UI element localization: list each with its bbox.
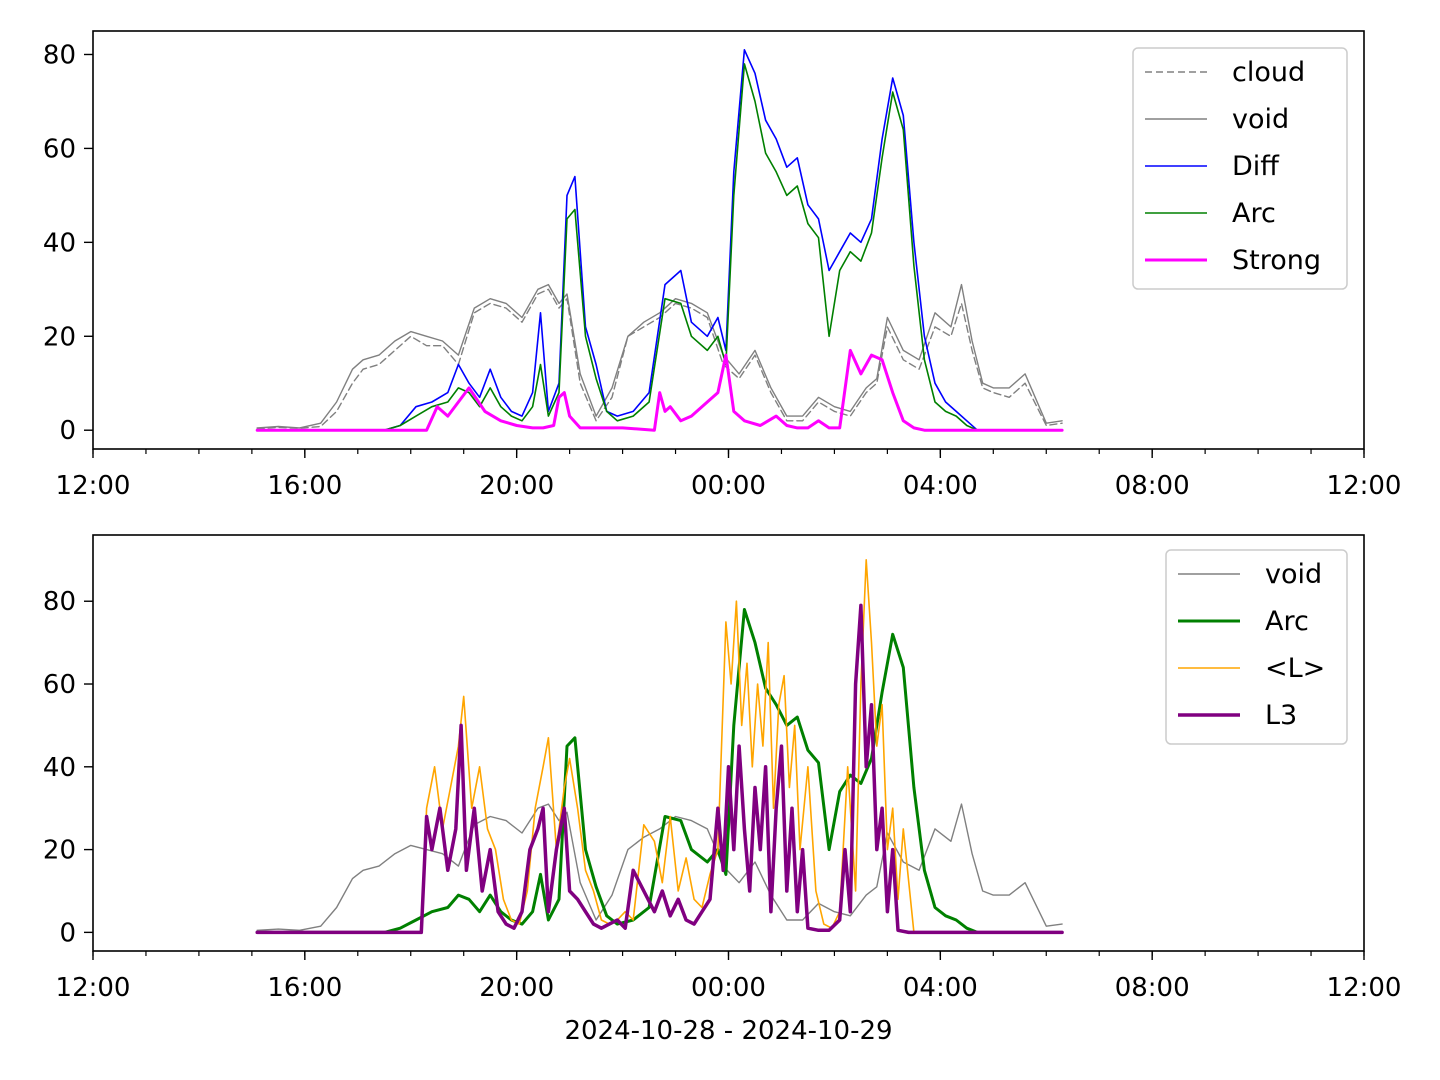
legend-label: Arc [1232,198,1276,229]
y-tick-label: 0 [59,416,76,446]
x-tick-label: 20:00 [479,471,554,501]
y-tick-label: 80 [43,587,76,617]
x-tick-label: 16:00 [267,471,342,501]
series-line-arc [255,608,979,934]
legend-box [1165,549,1348,745]
x-tick-label: 12:00 [56,973,131,1003]
x-tick-label: 12:00 [56,471,131,501]
x-tick-label: 04:00 [903,471,978,501]
series-line-arc [256,63,979,432]
chart-panel-bottom: 12:00 16:00 20:00 00:00 04:00 08:00 12:00 0 20 40… [43,534,1402,1046]
y-tick-label: 60 [43,670,76,700]
legend-label: void [1232,104,1289,135]
legend-box [1132,47,1348,290]
x-tick-label: 04:00 [903,973,978,1003]
chart-panel-top: 12:00 16:00 20:00 00:00 04:00 08:00 12:00 0 20 40… [43,30,1402,501]
series-line-diff [256,48,979,432]
y-tick-label: 40 [43,753,76,783]
legend-label: L3 [1265,700,1297,731]
legend-label: cloud [1232,57,1305,88]
x-tick-label: 00:00 [691,973,766,1003]
y-tick-label: 20 [43,322,76,352]
x-tick-label: 16:00 [267,973,342,1003]
y-tick-label: 80 [43,40,76,70]
x-tick-label: 12:00 [1327,973,1402,1003]
legend-label: Arc [1265,606,1309,637]
x-axis-label: 2024-10-28 - 2024-10-29 [564,1016,892,1046]
x-tick-label: 12:00 [1327,471,1402,501]
series-line-void [256,803,1063,931]
legend-label: Diff [1232,151,1280,182]
y-tick-label: 40 [43,228,76,258]
series-line-strong [255,348,1064,432]
legend-label: void [1265,559,1322,590]
y-tick-label: 60 [43,134,76,164]
legend-label: Strong [1232,245,1321,276]
legend: void Arc <L> L3 [1165,549,1348,745]
y-tick-label: 20 [43,836,76,866]
plot-area [255,48,1064,432]
legend-label: <L> [1265,653,1325,684]
x-tick-label: 08:00 [1115,973,1190,1003]
y-tick-label: 0 [59,918,76,948]
series-line-void [256,283,1063,429]
legend: cloud void Diff Arc Strong [1132,47,1348,290]
plot-area [255,558,1064,935]
series-line-cloud [256,288,1063,430]
x-tick-label: 00:00 [691,471,766,501]
x-tick-label: 08:00 [1115,471,1190,501]
series-line-l3 [255,603,1064,935]
x-tick-label: 20:00 [479,973,554,1003]
series-line-ll-mean [256,558,1063,934]
